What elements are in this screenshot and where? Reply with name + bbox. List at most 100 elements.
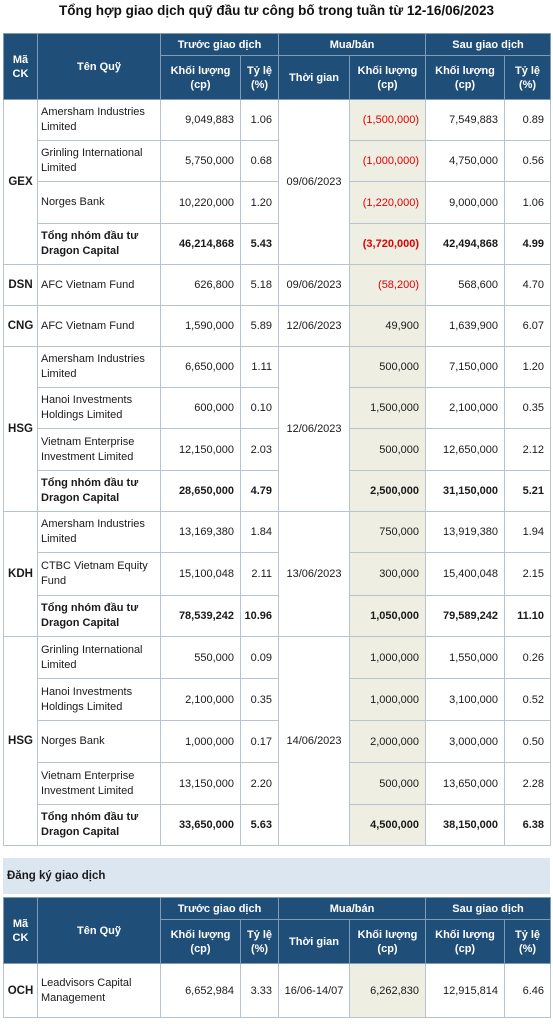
table-row: Grinling International Limited 5,750,000 0… xyxy=(4,140,552,182)
volume-after: 2,100,000 xyxy=(425,387,506,429)
trade-date: 14/06/2023 xyxy=(278,636,351,846)
col-ma-ck: Mã CK xyxy=(3,33,38,100)
volume-after: 1,639,900 xyxy=(425,305,506,347)
fund-name: Grinling International Limited xyxy=(37,140,161,182)
volume-traded: 500,000 xyxy=(349,428,427,471)
table-row: Vietnam Enterprise Investment Limited 12,… xyxy=(4,428,552,471)
ratio-before: 2.11 xyxy=(239,552,280,596)
ratio-after: 1.06 xyxy=(504,181,552,224)
volume-traded: 1,000,000 xyxy=(349,678,427,721)
volume-traded: 750,000 xyxy=(349,511,427,553)
col-ten-quy: Tên Quỹ xyxy=(37,897,161,964)
volume-before: 600,000 xyxy=(160,387,241,429)
ratio-before: 1.06 xyxy=(239,99,280,141)
volume-traded: (1,500,000) xyxy=(349,99,427,141)
volume-before: 78,539,242 xyxy=(160,595,241,637)
table-row: Norges Bank 1,000,000 0.17 2,000,000 3,000,0… xyxy=(4,720,552,763)
fund-name: Amersham Industries Limited xyxy=(37,99,161,141)
stock-code: HSG xyxy=(3,346,38,512)
ratio-before: 1.84 xyxy=(239,511,280,553)
ratio-after: 2.28 xyxy=(504,762,552,805)
section-title-registration: Đăng ký giao dịch xyxy=(3,858,550,894)
fund-name: Amersham Industries Limited xyxy=(37,511,161,553)
volume-after: 79,589,242 xyxy=(425,595,506,637)
fund-name: CTBC Vietnam Equity Fund xyxy=(37,552,161,596)
volume-before: 550,000 xyxy=(160,636,241,679)
ratio-before: 5.43 xyxy=(239,223,280,265)
table-row: Tổng nhóm đầu tư Dragon Capital 28,650,00… xyxy=(4,470,552,512)
fund-name: Tổng nhóm đầu tư Dragon Capital xyxy=(37,595,161,637)
col-thoi-gian: Thời gian xyxy=(278,55,351,100)
fund-name: AFC Vietnam Fund xyxy=(37,264,161,306)
col-kl-mb: Khối lượng (cp) xyxy=(349,55,427,100)
col-kl-mb: Khối lượng (cp) xyxy=(349,919,427,964)
volume-traded: 300,000 xyxy=(349,552,427,596)
volume-after: 31,150,000 xyxy=(425,470,506,512)
ratio-before: 0.35 xyxy=(239,678,280,721)
volume-after: 9,000,000 xyxy=(425,181,506,224)
table-row: DSN AFC Vietnam Fund 626,800 5.18 09/06/2023… xyxy=(3,264,552,306)
volume-after: 568,600 xyxy=(425,264,506,306)
table-row: Vietnam Enterprise Investment Limited 13,… xyxy=(4,762,552,805)
stock-code: KDH xyxy=(3,511,38,637)
registration-body: OCH Leadvisors Capital Management 6,652,98… xyxy=(3,963,552,1018)
col-sau: Sau giao dịch xyxy=(425,897,552,920)
table-row: Tổng nhóm đầu tư Dragon Capital 78,539,24… xyxy=(4,595,552,637)
stock-code: CNG xyxy=(3,305,38,347)
volume-after: 7,549,883 xyxy=(425,99,506,141)
col-truoc: Trước giao dịch xyxy=(159,33,280,56)
table-row: KDH Amersham Industries Limited 13,169,380… xyxy=(3,511,552,637)
volume-traded: (1,000,000) xyxy=(349,140,427,182)
fund-name: Tổng nhóm đầu tư Dragon Capital xyxy=(37,804,161,846)
ratio-after: 1.94 xyxy=(504,511,552,553)
page-title: Tổng hợp giao dịch quỹ đầu tư công bố tr… xyxy=(59,3,494,18)
volume-traded: 500,000 xyxy=(349,762,427,805)
trade-date: 09/06/2023 xyxy=(278,264,351,306)
ratio-after: 6.46 xyxy=(504,963,552,1018)
volume-before: 6,650,000 xyxy=(160,346,241,388)
volume-before: 12,150,000 xyxy=(160,428,241,471)
ratio-before: 5.18 xyxy=(239,264,280,306)
volume-after: 3,000,000 xyxy=(425,720,506,763)
ratio-after: 0.56 xyxy=(504,140,552,182)
col-truoc: Trước giao dịch xyxy=(159,897,280,920)
volume-traded: 1,500,000 xyxy=(349,387,427,429)
stock-code: DSN xyxy=(3,264,38,306)
volume-traded: 49,900 xyxy=(349,305,427,347)
ratio-before: 5.89 xyxy=(239,305,280,347)
table-row: GEX Amersham Industries Limited 9,049,883 1… xyxy=(3,99,552,265)
trade-date: 09/06/2023 xyxy=(278,99,351,265)
col-sau: Sau giao dịch xyxy=(425,33,552,56)
volume-after: 15,400,048 xyxy=(425,552,506,596)
volume-before: 46,214,868 xyxy=(160,223,241,265)
volume-before: 2,100,000 xyxy=(160,678,241,721)
ratio-after: 2.12 xyxy=(504,428,552,471)
col-tl-sau: Tỷ lệ (%) xyxy=(504,919,552,964)
stock-code: OCH xyxy=(3,963,38,1018)
volume-after: 3,100,000 xyxy=(425,678,506,721)
ratio-after: 1.20 xyxy=(504,346,552,388)
ratio-after: 6.38 xyxy=(504,804,552,846)
volume-after: 4,750,000 xyxy=(425,140,506,182)
fund-name: Norges Bank xyxy=(37,720,161,763)
volume-traded: 500,000 xyxy=(349,346,427,388)
volume-traded: 1,050,000 xyxy=(349,595,427,637)
ratio-after: 0.50 xyxy=(504,720,552,763)
ratio-before: 1.20 xyxy=(239,181,280,224)
volume-traded: (58,200) xyxy=(349,264,427,306)
ratio-before: 5.63 xyxy=(239,804,280,846)
fund-name: Grinling International Limited xyxy=(37,636,161,679)
fund-name: Tổng nhóm đầu tư Dragon Capital xyxy=(37,470,161,512)
fund-name: Vietnam Enterprise Investment Limited xyxy=(37,428,161,471)
ratio-before: 2.03 xyxy=(239,428,280,471)
fund-name: Leadvisors Capital Management xyxy=(37,963,161,1018)
col-thoi-gian: Thời gian xyxy=(278,919,351,964)
col-ten-quy: Tên Quỹ xyxy=(37,33,161,100)
ratio-after: 4.70 xyxy=(504,264,552,306)
volume-traded: (3,720,000) xyxy=(349,223,427,265)
table-row: Hanoi Investments Holdings Limited 2,100,… xyxy=(4,678,552,721)
col-muaban: Mua/bán xyxy=(278,33,427,56)
volume-traded: 6,262,830 xyxy=(349,963,427,1018)
volume-after: 12,650,000 xyxy=(425,428,506,471)
volume-before: 13,169,380 xyxy=(160,511,241,553)
